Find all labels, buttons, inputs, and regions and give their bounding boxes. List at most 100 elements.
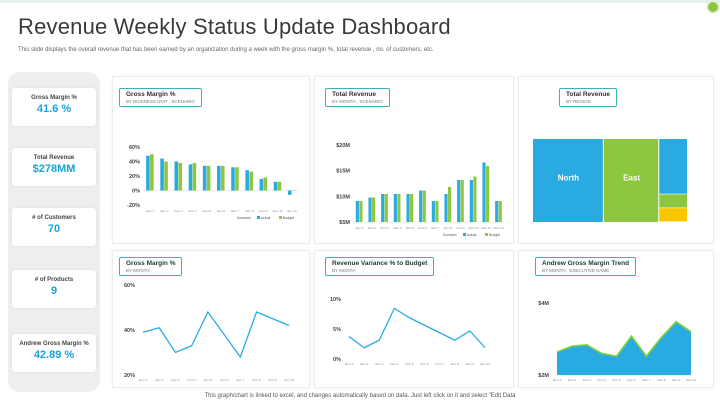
bar-actual bbox=[188, 164, 193, 191]
kpi-label: # of Products bbox=[34, 277, 74, 283]
x-tick-label: Item 3 bbox=[375, 362, 384, 366]
y-tick-label: $15M bbox=[336, 169, 350, 175]
treemap-cell-east bbox=[603, 139, 659, 222]
kpi-sidebar: Gross Margin % 41.6 % Total Revenue $278… bbox=[8, 72, 100, 392]
x-tick-label: Item 10 bbox=[480, 362, 490, 366]
x-tick-label: Item 1 bbox=[345, 362, 354, 366]
treemap-cell-other bbox=[659, 208, 687, 222]
x-tick-label: Item 10 bbox=[273, 209, 283, 213]
x-tick-label: Item 9 bbox=[269, 378, 278, 382]
treemap-cell-other bbox=[659, 139, 687, 194]
chart-gross-margin-bu: 60% 40% 20% 0% -20% Item 1 Item 2 Item 3 Item 4 I… bbox=[127, 145, 299, 220]
x-tick-label: Item 10 bbox=[686, 378, 696, 382]
bar-actual bbox=[160, 158, 164, 191]
x-tick-label: Item 4 bbox=[597, 378, 606, 382]
y-tick-label: 20% bbox=[129, 174, 140, 180]
panel-title: Total Revenue bbox=[566, 91, 610, 98]
treemap-cell-north bbox=[533, 139, 603, 222]
kpi-label: Gross Margin % bbox=[31, 95, 77, 101]
bar-actual bbox=[146, 155, 150, 191]
x-tick-label: Item 2 bbox=[568, 378, 577, 382]
bar-actual bbox=[245, 170, 249, 191]
x-tick-label: Item 7 bbox=[236, 378, 245, 382]
panel-title: Gross Margin % bbox=[126, 91, 176, 98]
chart-total-revenue-month: $20M $15M $10M $5M Item 1 Item 2 Item 3 Item 4 I… bbox=[336, 143, 505, 237]
kpi-card-customers[interactable]: # of Customers 70 bbox=[12, 208, 96, 246]
bar-actual bbox=[174, 161, 179, 191]
bar-budget bbox=[486, 166, 490, 222]
kpi-card-gross-margin[interactable]: Gross Margin % 41.6 % bbox=[12, 88, 96, 126]
kpi-card-products[interactable]: # of Products 9 bbox=[12, 270, 96, 308]
bar-budget bbox=[422, 190, 426, 222]
kpi-value: 70 bbox=[47, 223, 61, 235]
x-tick-label: Item 11 bbox=[287, 209, 297, 213]
panel-title: Gross Margin % bbox=[126, 260, 176, 267]
x-tick-label: Item 4 bbox=[390, 362, 399, 366]
kpi-label: # of Customers bbox=[32, 215, 76, 221]
x-tick-label: Item 4 bbox=[187, 378, 196, 382]
bar-actual bbox=[259, 178, 264, 191]
x-tick-label: Item 9 bbox=[672, 378, 681, 382]
x-tick-label: Item 3 bbox=[171, 378, 180, 382]
x-tick-label: Item 6 bbox=[220, 378, 229, 382]
x-tick-label: Item 1 bbox=[553, 378, 562, 382]
x-tick-label: Item 5 bbox=[204, 378, 213, 382]
bar-budget bbox=[206, 165, 211, 191]
bar-actual bbox=[406, 194, 410, 222]
panel-title-box: Andrew Gross Margin Trend BY MONTH , EXE… bbox=[535, 257, 637, 276]
x-tick-label: Item 7 bbox=[435, 362, 444, 366]
kpi-label: Total Revenue bbox=[33, 155, 75, 161]
x-tick-label: Item 8 bbox=[245, 209, 254, 213]
panel-gross-margin-month: Gross Margin % BY MONTH 60% 40% 20% Item 1 I… bbox=[112, 250, 310, 388]
x-tick-label: Item 11 bbox=[481, 226, 491, 230]
bar-actual bbox=[431, 201, 435, 222]
panel-subtitle: BY MONTH , SCENARIO bbox=[332, 99, 383, 104]
bar-actual bbox=[381, 194, 385, 222]
legend-entry: actual bbox=[467, 233, 477, 237]
x-tick-label: Item 7 bbox=[642, 378, 651, 382]
y-tick-label: -20% bbox=[127, 203, 140, 209]
area-top-line bbox=[556, 320, 692, 358]
x-tick-label: Item 1 bbox=[139, 378, 148, 382]
legend-entry: actual bbox=[261, 216, 271, 220]
y-tick-label: $2M bbox=[538, 373, 549, 379]
bar-actual bbox=[202, 165, 207, 191]
legend-swatch bbox=[279, 216, 282, 219]
panel-gross-margin-bu: Gross Margin % BY BUSINESS UNIT , SCENAR… bbox=[112, 76, 310, 244]
panel-subtitle: BY MONTH bbox=[126, 268, 150, 273]
kpi-card-total-revenue[interactable]: Total Revenue $278MM bbox=[12, 148, 96, 186]
series-line bbox=[348, 307, 486, 349]
y-tick-label: $10M bbox=[336, 194, 350, 200]
bar-actual bbox=[457, 180, 461, 222]
bar-budget bbox=[263, 177, 268, 191]
chart-total-revenue-region: North East bbox=[533, 139, 687, 222]
y-tick-label: 60% bbox=[129, 145, 140, 151]
bar-actual bbox=[482, 162, 486, 222]
bar-budget bbox=[372, 197, 376, 222]
y-tick-label: 20% bbox=[124, 373, 135, 379]
bar-budget bbox=[410, 194, 414, 222]
x-tick-label: Item 6 bbox=[418, 226, 427, 230]
bar-budget bbox=[178, 162, 183, 191]
x-tick-label: Item 5 bbox=[612, 378, 621, 382]
treemap-label-east: East bbox=[623, 174, 640, 183]
x-tick-label: Item 8 bbox=[252, 378, 261, 382]
bar-budget bbox=[473, 176, 477, 222]
y-tick-label: $4M bbox=[538, 301, 549, 307]
x-tick-label: Item 6 bbox=[217, 209, 226, 213]
bar-actual bbox=[231, 167, 235, 191]
legend-title: Scenario bbox=[443, 233, 457, 237]
x-tick-label: Item 2 bbox=[155, 378, 164, 382]
x-tick-label: Item 4 bbox=[188, 209, 197, 213]
treemap-label-north: North bbox=[558, 174, 579, 183]
panel-total-revenue-region: Total Revenue BY REGION North East bbox=[518, 76, 714, 244]
bar-budget bbox=[460, 180, 464, 222]
kpi-card-andrew-margin[interactable]: Andrew Gross Margin % 42.89 % bbox=[12, 334, 96, 372]
x-tick-label: Item 8 bbox=[657, 378, 666, 382]
kpi-value: $278MM bbox=[32, 163, 76, 175]
panel-title-box: Gross Margin % BY MONTH bbox=[119, 257, 183, 276]
x-tick-label: Item 2 bbox=[160, 209, 169, 213]
x-tick-label: Item 5 bbox=[406, 226, 415, 230]
page-subtitle: This slide displays the overall revenue … bbox=[18, 47, 434, 53]
y-tick-label: 40% bbox=[124, 328, 135, 334]
